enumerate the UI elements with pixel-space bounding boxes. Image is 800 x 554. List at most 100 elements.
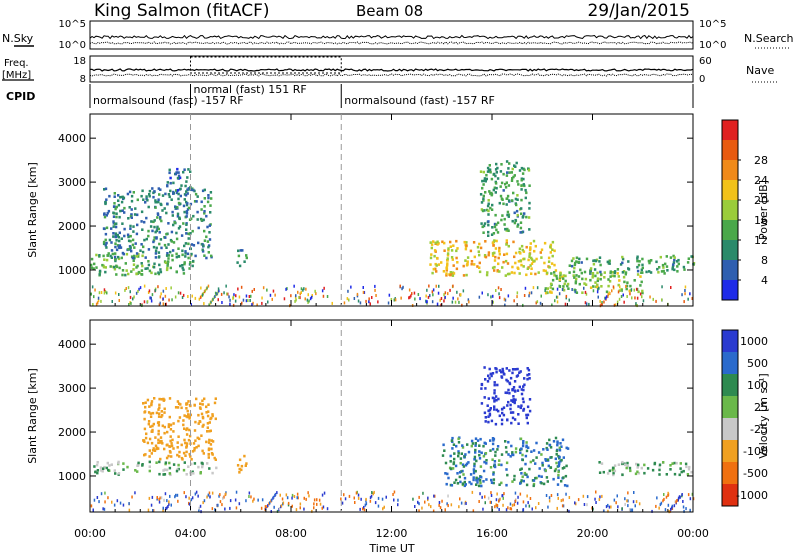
heatmap-noise [159,301,161,305]
heatmap-cell [176,453,179,457]
heatmap-cell [179,264,182,268]
heatmap-cell [455,256,458,260]
heatmap-cell [495,162,498,166]
heatmap-noise [503,492,505,496]
heatmap-cell [577,260,580,264]
heatmap-noise [90,292,92,296]
heatmap-cell [581,277,584,281]
heatmap-noise [561,288,564,291]
heatmap-noise [147,291,150,294]
heatmap-cell [539,251,542,254]
heatmap-cell [464,453,467,456]
heatmap-noise [562,287,565,291]
heatmap-cell [519,231,522,234]
heatmap-cell [522,407,526,411]
heatmap-noise [188,501,190,505]
heatmap-cell [514,261,517,265]
heatmap-cell [616,268,620,271]
heatmap-cell [607,284,610,288]
heatmap-noise [272,289,275,293]
heatmap-cell [207,410,210,413]
heatmap-cell [451,467,455,470]
heatmap-cell [572,270,576,274]
heatmap-cell [511,416,515,420]
heatmap-cell [680,470,683,474]
heatmap-cell [168,466,172,470]
heatmap-cell [523,377,526,380]
heatmap-cell [534,462,537,465]
heatmap-cell [558,455,561,459]
heatmap-noise [439,506,442,510]
heatmap-cell [503,253,506,256]
heatmap-cell [478,457,482,460]
heatmap-cell [648,270,651,273]
heatmap-noise [613,498,616,502]
heatmap-cell [150,400,154,403]
heatmap-region-6 [544,270,644,295]
heatmap-cell [584,283,588,286]
heatmap-noise [103,507,106,511]
heatmap-cell [195,446,198,449]
heatmap-noise [194,296,197,300]
heatmap-cell [95,463,99,467]
heatmap-cell [673,472,677,476]
heatmap-noise [692,497,695,501]
heatmap-cell [118,231,121,235]
heatmap-cell [480,208,484,211]
heatmap-cell [122,462,125,465]
heatmap-noise [137,289,139,293]
heatmap-cell [496,177,500,180]
heatmap-cell [456,261,459,264]
heatmap-cell [625,466,628,470]
heatmap-cell [163,473,167,476]
heatmap-cell [527,368,531,372]
heatmap-cell [487,223,490,227]
heatmap-cell [140,262,143,265]
heatmap-cell [492,439,495,442]
heatmap-cell [511,177,514,180]
heatmap-cell [164,461,168,464]
heatmap-cell [193,449,196,452]
heatmap-cell [157,271,160,274]
heatmap-cell [159,188,162,191]
heatmap-noise [316,502,318,506]
heatmap-cell [638,260,641,263]
heatmap-noise [364,503,367,507]
heatmap-cell [115,265,119,269]
heatmap-cell [123,227,126,231]
heatmap-noise [548,499,551,503]
heatmap-cell [187,465,190,468]
heatmap-cell [545,442,549,445]
heatmap-cell [103,215,107,219]
heatmap-cell [496,166,499,170]
heatmap-cell [574,261,577,265]
heatmap-cell [592,285,595,288]
heatmap-cell [104,202,107,206]
heatmap-cell [185,180,188,183]
heatmap-cell [594,285,598,289]
heatmap-cell [537,451,541,454]
heatmap-cell [524,462,527,466]
heatmap-cell [114,245,117,249]
heatmap-cell [496,445,500,448]
heatmap-cell [551,278,555,282]
heatmap-noise [368,300,370,304]
freq-trace [89,56,694,77]
heatmap-cell [462,264,465,268]
heatmap-cell [494,422,498,426]
heatmap-noise [219,500,222,504]
heatmap-noise [632,500,635,504]
heatmap-noise [575,502,577,506]
heatmap-cell [157,421,161,424]
heatmap-cell [158,263,161,267]
heatmap-cell [199,407,202,410]
heatmap-noise [433,494,435,498]
heatmap-cell [483,209,486,212]
heatmap-cell [105,214,108,217]
heatmap-noise [667,503,670,507]
heatmap-cell [633,279,636,282]
heatmap-cell [525,473,528,476]
heatmap-cell [163,411,166,414]
heatmap-cell [672,254,675,258]
